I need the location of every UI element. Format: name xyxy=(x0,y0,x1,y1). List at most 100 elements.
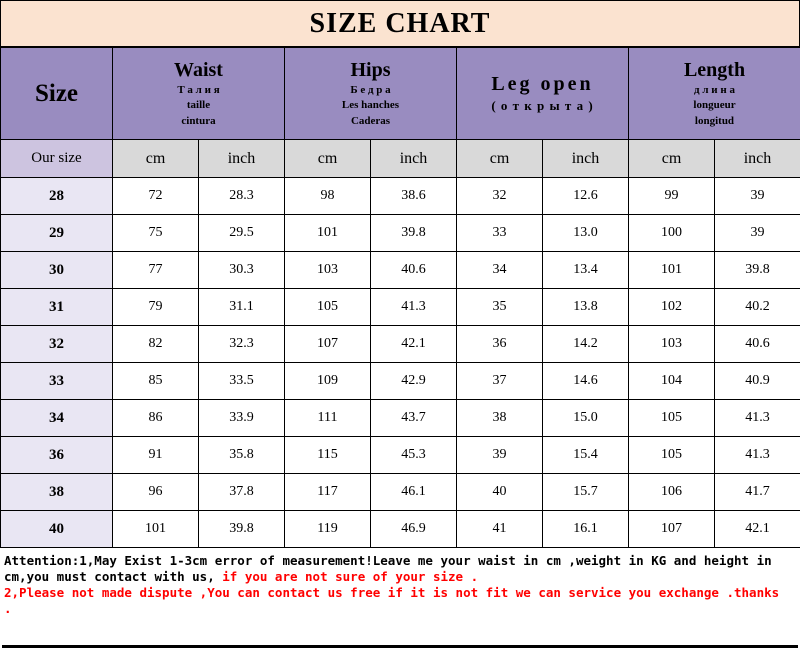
value-cell: 32 xyxy=(456,177,543,215)
length-column-header: Length д л и н а longueur longitud xyxy=(628,47,800,140)
length-sub-fr: longueur xyxy=(693,99,736,112)
value-cell: 39.8 xyxy=(714,251,800,289)
value-cell: 39.8 xyxy=(198,510,285,548)
value-cell: 117 xyxy=(284,473,371,511)
leg-open-label: Leg open xyxy=(491,72,594,95)
value-cell: 37.8 xyxy=(198,473,285,511)
unit-header-inch: inch xyxy=(198,139,285,178)
value-cell: 86 xyxy=(112,399,199,437)
value-cell: 46.1 xyxy=(370,473,457,511)
unit-header-cm: cm xyxy=(112,139,199,178)
header-group-row: Size Waist Т а л и я taille cintura Hips… xyxy=(0,47,800,140)
size-table-body: 28 72 28.3 98 38.6 32 12.6 99 39 29 75 29.5 101 39.8 3… xyxy=(0,177,800,548)
value-cell: 38.6 xyxy=(370,177,457,215)
value-cell: 79 xyxy=(112,288,199,326)
leg-open-sub-ru: ( о т к р ы т а ) xyxy=(491,97,594,113)
table-row: 40 101 39.8 119 46.9 41 16.1 107 42.1 xyxy=(0,510,800,548)
value-cell: 43.7 xyxy=(370,399,457,437)
value-cell: 105 xyxy=(284,288,371,326)
attention-note: Attention:1,May Exist 1-3cm error of mea… xyxy=(4,553,794,585)
value-cell: 13.0 xyxy=(542,214,629,252)
hips-sub-ru: Б е д р а xyxy=(350,83,391,96)
value-cell: 38 xyxy=(456,399,543,437)
value-cell: 91 xyxy=(112,436,199,474)
value-cell: 100 xyxy=(628,214,715,252)
value-cell: 39 xyxy=(714,214,800,252)
table-header: Size Waist Т а л и я taille cintura Hips… xyxy=(0,47,800,178)
size-cell: 30 xyxy=(0,251,113,289)
unit-header-row: Our size cm inch cm inch cm inch cm inch xyxy=(0,139,800,178)
table-row: 29 75 29.5 101 39.8 33 13.0 100 39 xyxy=(0,214,800,252)
table-row: 30 77 30.3 103 40.6 34 13.4 101 39.8 xyxy=(0,251,800,289)
value-cell: 41.7 xyxy=(714,473,800,511)
value-cell: 96 xyxy=(112,473,199,511)
unit-header-inch: inch xyxy=(370,139,457,178)
value-cell: 28.3 xyxy=(198,177,285,215)
size-chart-table: Size Waist Т а л и я taille cintura Hips… xyxy=(0,47,800,548)
table-row: 34 86 33.9 111 43.7 38 15.0 105 41.3 xyxy=(0,399,800,437)
size-cell: 38 xyxy=(0,473,113,511)
value-cell: 82 xyxy=(112,325,199,363)
value-cell: 101 xyxy=(284,214,371,252)
value-cell: 104 xyxy=(628,362,715,400)
value-cell: 39 xyxy=(456,436,543,474)
value-cell: 13.8 xyxy=(542,288,629,326)
value-cell: 46.9 xyxy=(370,510,457,548)
dispute-note: 2,Please not made dispute ,You can conta… xyxy=(4,585,780,616)
table-row: 32 82 32.3 107 42.1 36 14.2 103 40.6 xyxy=(0,325,800,363)
hips-label: Hips xyxy=(350,58,391,81)
value-cell: 109 xyxy=(284,362,371,400)
value-cell: 39.8 xyxy=(370,214,457,252)
value-cell: 119 xyxy=(284,510,371,548)
value-cell: 37 xyxy=(456,362,543,400)
unit-header-cm: cm xyxy=(456,139,543,178)
value-cell: 14.6 xyxy=(542,362,629,400)
page-title: SIZE CHART xyxy=(309,7,491,39)
value-cell: 105 xyxy=(628,399,715,437)
value-cell: 106 xyxy=(628,473,715,511)
value-cell: 36 xyxy=(456,325,543,363)
value-cell: 101 xyxy=(112,510,199,548)
length-sub-es: longitud xyxy=(694,114,735,127)
value-cell: 102 xyxy=(628,288,715,326)
value-cell: 101 xyxy=(628,251,715,289)
value-cell: 30.3 xyxy=(198,251,285,289)
unit-header-inch: inch xyxy=(714,139,800,178)
value-cell: 107 xyxy=(628,510,715,548)
our-size-label: Our size xyxy=(0,139,113,178)
value-cell: 16.1 xyxy=(542,510,629,548)
value-cell: 111 xyxy=(284,399,371,437)
value-cell: 32.3 xyxy=(198,325,285,363)
value-cell: 103 xyxy=(628,325,715,363)
value-cell: 42.1 xyxy=(370,325,457,363)
value-cell: 40.6 xyxy=(714,325,800,363)
value-cell: 12.6 xyxy=(542,177,629,215)
value-cell: 77 xyxy=(112,251,199,289)
value-cell: 40.9 xyxy=(714,362,800,400)
size-cell: 31 xyxy=(0,288,113,326)
size-cell: 40 xyxy=(0,510,113,548)
value-cell: 115 xyxy=(284,436,371,474)
value-cell: 107 xyxy=(284,325,371,363)
value-cell: 41 xyxy=(456,510,543,548)
unit-header-cm: cm xyxy=(284,139,371,178)
value-cell: 39 xyxy=(714,177,800,215)
value-cell: 105 xyxy=(628,436,715,474)
hips-sub-fr: Les hanches xyxy=(341,99,400,112)
table-row: 33 85 33.5 109 42.9 37 14.6 104 40.9 xyxy=(0,362,800,400)
table-row: 28 72 28.3 98 38.6 32 12.6 99 39 xyxy=(0,177,800,215)
value-cell: 35.8 xyxy=(198,436,285,474)
size-cell: 28 xyxy=(0,177,113,215)
size-cell: 29 xyxy=(0,214,113,252)
value-cell: 40.2 xyxy=(714,288,800,326)
size-cell: 33 xyxy=(0,362,113,400)
attention-text-black: Attention:1,May Exist 1-3cm error of mea… xyxy=(4,553,772,584)
waist-sub-fr: taille xyxy=(186,99,211,112)
value-cell: 29.5 xyxy=(198,214,285,252)
value-cell: 72 xyxy=(112,177,199,215)
size-cell: 34 xyxy=(0,399,113,437)
attention-text-red: if you are not sure of your size . xyxy=(222,569,479,584)
leg-open-column-header: Leg open ( о т к р ы т а ) xyxy=(456,47,629,140)
waist-label: Waist xyxy=(174,58,223,81)
value-cell: 103 xyxy=(284,251,371,289)
